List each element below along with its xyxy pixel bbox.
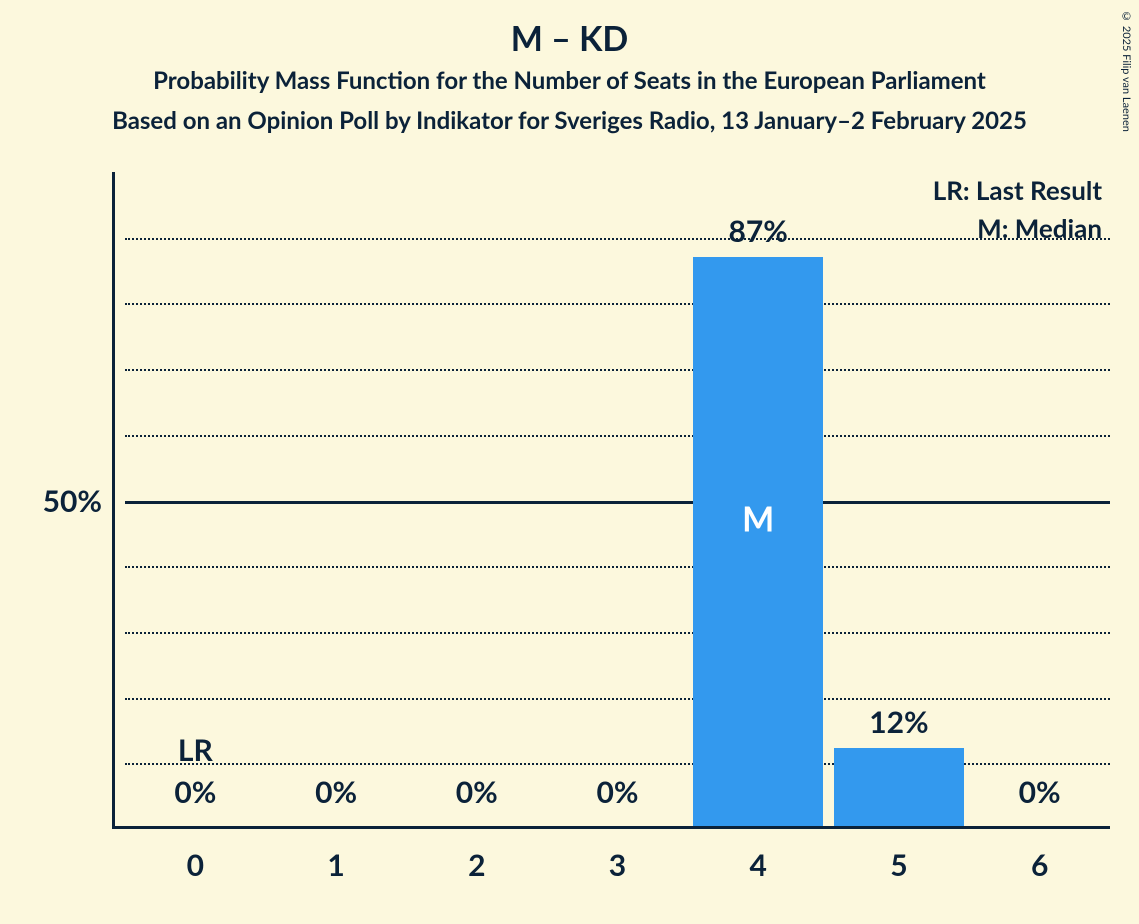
bar-value-label: 0% (456, 774, 498, 810)
bar-value-label: 0% (597, 774, 639, 810)
copyright-text: © 2025 Filip van Laenen (1120, 10, 1133, 132)
bar-value-label: 87% (729, 213, 788, 249)
y-tick-label: 50% (43, 483, 102, 519)
chart-title: M – KD (0, 18, 1139, 59)
chart-subtitle-1: Probability Mass Function for the Number… (0, 66, 1139, 95)
gridline-minor (125, 303, 1110, 305)
x-tick-label: 0 (187, 847, 204, 883)
legend-median: M: Median (977, 212, 1102, 244)
x-tick-label: 1 (327, 847, 344, 883)
gridline-minor (125, 566, 1110, 568)
gridline-minor (125, 632, 1110, 634)
gridline-minor (125, 238, 1110, 240)
last-result-marker: LR (178, 732, 213, 768)
chart-subtitle-2: Based on an Opinion Poll by Indikator fo… (0, 106, 1139, 135)
x-tick-label: 5 (890, 847, 907, 883)
x-tick-label: 3 (609, 847, 626, 883)
gridline-minor (125, 369, 1110, 371)
bar-value-label: 0% (1019, 774, 1061, 810)
x-tick-label: 6 (1031, 847, 1048, 883)
gridline-minor (125, 698, 1110, 700)
x-tick-label: 4 (750, 847, 767, 883)
plot-area: 0% LR 0% 0% 0% 87% M 12% 0% LR: Last Result M: Med… (112, 172, 1110, 829)
legend-last-result: LR: Last Result (933, 174, 1102, 206)
gridline-minor (125, 435, 1110, 437)
median-marker: M (742, 498, 774, 539)
bar (693, 257, 823, 826)
y-axis-line (112, 172, 115, 829)
x-axis-line (112, 826, 1110, 829)
bar-value-label: 12% (869, 704, 928, 740)
x-tick-label: 2 (468, 847, 485, 883)
bar-value-label: 0% (174, 774, 216, 810)
bar-value-label: 0% (315, 774, 357, 810)
gridline-major (125, 501, 1110, 504)
bar (834, 748, 964, 826)
